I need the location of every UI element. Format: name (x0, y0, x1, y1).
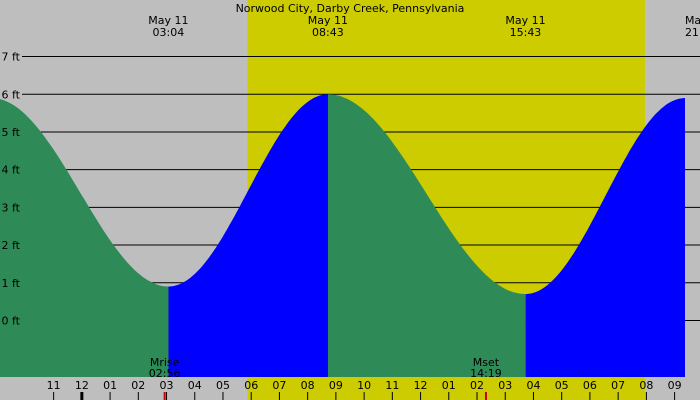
tide-event-time: 21:22 (685, 26, 700, 39)
x-tick-label: 07 (611, 379, 625, 392)
chart-title: Norwood City, Darby Creek, Pennsylvania (236, 2, 465, 15)
x-tick-label: 04 (188, 379, 202, 392)
y-tick-label: 2 ft (2, 239, 21, 252)
x-tick-label: 06 (244, 379, 258, 392)
x-tick-label: 12 (75, 379, 89, 392)
x-tick-label: 08 (301, 379, 315, 392)
x-tick-label: 04 (526, 379, 540, 392)
y-tick-label: 7 ft (2, 51, 21, 64)
tide-area (0, 94, 685, 378)
moon-event-label: Mset (473, 356, 500, 369)
x-tick-label: 07 (272, 379, 286, 392)
tide-event-date: May 11 (308, 14, 348, 27)
x-tick-label: 05 (555, 379, 569, 392)
y-tick-label: 1 ft (2, 277, 21, 290)
y-tick-label: 6 ft (2, 88, 21, 101)
moon-event-time: 02:56 (149, 367, 181, 380)
y-tick-label: 3 ft (2, 201, 21, 214)
x-tick-label: 03 (160, 379, 174, 392)
rising-tide-area (525, 98, 685, 377)
x-tick-label: 09 (668, 379, 682, 392)
x-tick-label: 11 (385, 379, 399, 392)
tide-event-date: May 11 (148, 14, 188, 27)
tide-event-time: 08:43 (312, 26, 344, 39)
falling-tide-area (328, 94, 526, 378)
x-tick-label: 02 (470, 379, 484, 392)
tide-event-date: May 11 (505, 14, 545, 27)
moon-event-time: 14:19 (470, 367, 502, 380)
x-tick-label: 05 (216, 379, 230, 392)
tide-event-time: 03:04 (153, 26, 185, 39)
falling-tide-area (0, 99, 169, 377)
tide-event-date: May 1 (685, 14, 700, 27)
x-tick-label: 09 (329, 379, 343, 392)
y-tick-label: 0 ft (2, 314, 21, 327)
x-tick-label: 02 (131, 379, 145, 392)
x-tick-label: 03 (498, 379, 512, 392)
x-tick-label: 01 (442, 379, 456, 392)
x-axis: 11 12 01 02 03 04 05 06 07 08 09 10 11 12 01 02 03 04 05 06… (47, 379, 682, 400)
moon-event-label: Mrise (150, 356, 180, 369)
y-tick-label: 4 ft (2, 164, 21, 177)
x-tick-label: 11 (47, 379, 61, 392)
x-tick-label: 06 (583, 379, 597, 392)
x-tick-label: 01 (103, 379, 117, 392)
tide-event-time: 15:43 (510, 26, 542, 39)
y-axis-labels: 7 ft 6 ft 5 ft 4 ft 3 ft 2 ft 1 ft 0 ft (2, 51, 21, 328)
x-tick-label: 10 (357, 379, 371, 392)
y-tick-label: 5 ft (2, 126, 21, 139)
x-tick-label: 12 (414, 379, 428, 392)
x-tick-label: 08 (639, 379, 653, 392)
rising-tide-area (168, 94, 328, 378)
